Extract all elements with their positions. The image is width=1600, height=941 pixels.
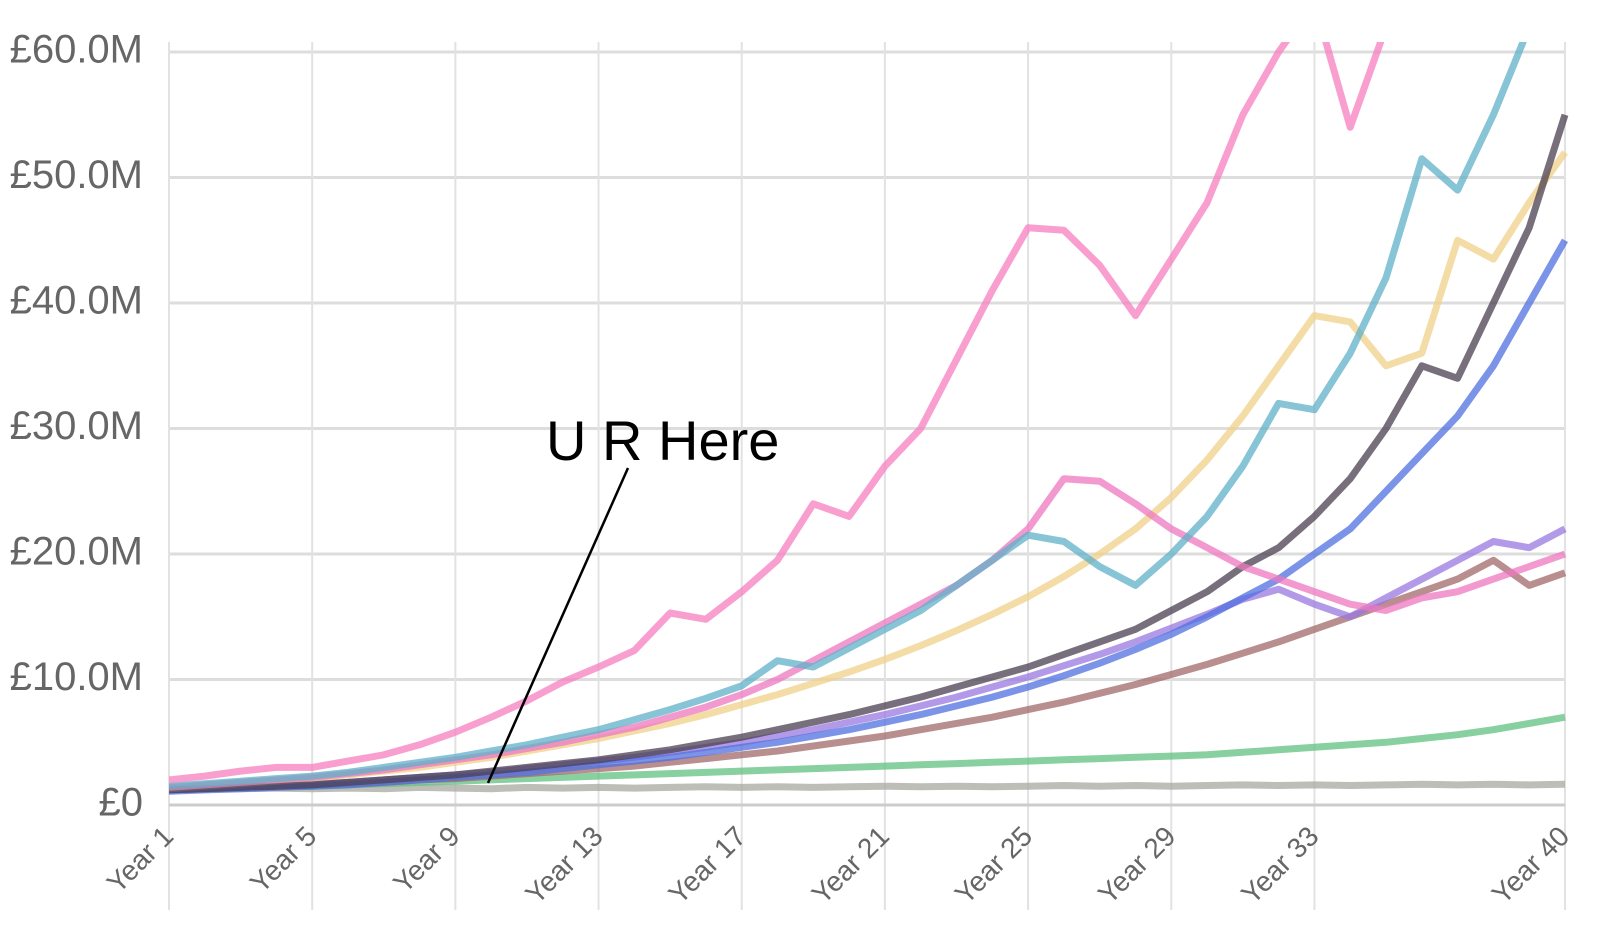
x-tick-label: Year 21: [806, 820, 895, 909]
y-tick-label: £60.0M: [10, 28, 143, 72]
x-tick-label: Year 1: [101, 820, 179, 898]
series-line: [169, 780, 1566, 793]
series-line: [169, 42, 1385, 784]
y-tick-label: £20.0M: [10, 530, 143, 574]
y-tick-label: £10.0M: [10, 655, 143, 699]
series-line: [169, 113, 1569, 794]
series-line: [169, 42, 1527, 790]
x-tick-label: Year 29: [1092, 820, 1181, 909]
y-tick-label: £30.0M: [10, 404, 143, 448]
x-tick-label: Year 5: [244, 820, 322, 898]
y-tick-label: £50.0M: [10, 153, 143, 197]
x-tick-label: Year 13: [519, 820, 608, 909]
y-tick-label: £0: [99, 781, 144, 825]
y-tick-label: £40.0M: [10, 279, 143, 323]
annotation-arrow: [486, 467, 630, 784]
x-tick-label: Year 40: [1486, 820, 1575, 909]
annotation: U R Here: [546, 409, 779, 472]
series-line: [169, 525, 1567, 794]
x-tick-label: Year 9: [387, 820, 465, 898]
lines: [169, 42, 1569, 795]
x-tick-label: Year 25: [949, 820, 1038, 909]
grid: [168, 42, 1566, 910]
x-tick-label: Year 33: [1235, 820, 1324, 909]
x-tick-label: Year 17: [663, 820, 752, 909]
